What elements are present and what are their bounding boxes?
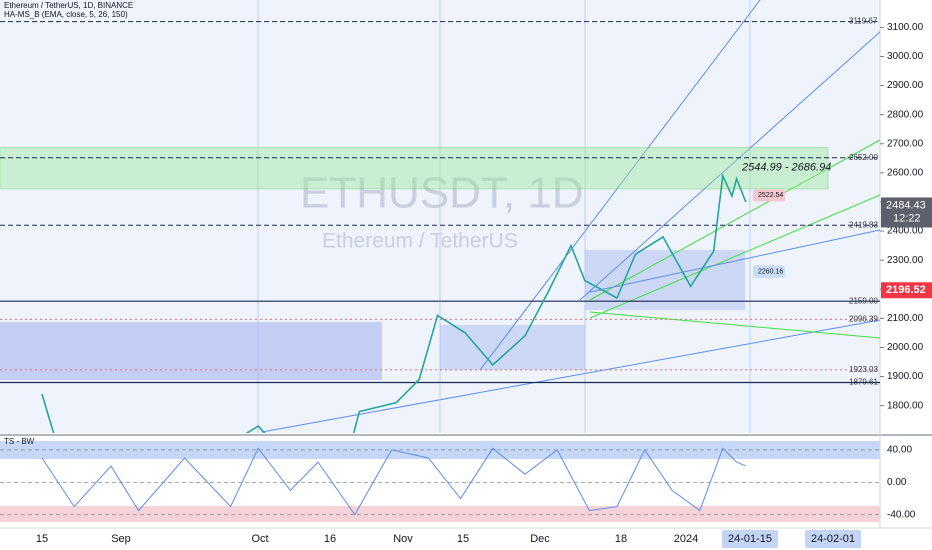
date-label: Oct [251, 533, 268, 545]
price-tick-label: 3000.00 [887, 51, 924, 62]
price-tag-label: 2522.54 [758, 192, 783, 199]
watermark-name: Ethereum / TetherUS [322, 230, 518, 253]
trendline [261, 319, 880, 433]
price-tick-label: 2600.00 [887, 167, 924, 178]
date-label: Sep [111, 533, 131, 545]
osc-line [41, 447, 746, 516]
price-tag-label: 2260.16 [758, 269, 783, 276]
oscillator [0, 447, 880, 516]
date-label: 15 [36, 533, 48, 545]
alert-price-box [881, 282, 932, 299]
date-label: 15 [457, 533, 469, 545]
trendline [589, 194, 880, 319]
price-tick-label: 2300.00 [887, 255, 924, 266]
osc-decor [0, 441, 880, 522]
indicator-title: HA-MS_B (EMA, close, 5, 26, 150) [4, 10, 128, 19]
oversold-band [0, 506, 880, 522]
range-box [585, 250, 745, 310]
level-label: 2096.39 [849, 315, 878, 324]
price-tick-label: 1800.00 [887, 400, 924, 411]
price-tag [753, 189, 785, 202]
trendline [589, 311, 880, 339]
price-tick-label: 1900.00 [887, 371, 924, 382]
date-label: Nov [393, 533, 413, 545]
level-label: 2652.00 [849, 153, 878, 162]
cursor-date-box [722, 530, 778, 548]
range-end-date: 24-02-01 [811, 533, 855, 545]
date-label: 16 [324, 533, 336, 545]
price-tick-label: 2100.00 [887, 313, 924, 324]
watermark-ticker: ETHUSDT, 1D [300, 169, 584, 218]
current-price-box [881, 197, 932, 228]
osc-tick-label: 40.00 [887, 445, 912, 456]
zone [0, 147, 829, 190]
countdown: 12:22 [893, 212, 921, 224]
zone-label: 2544.99 - 2686.94 [741, 161, 831, 173]
range-box [0, 322, 382, 380]
cursor-date: 24-01-15 [728, 533, 772, 545]
date-label: 18 [615, 533, 627, 545]
level-label: 1879.61 [849, 378, 878, 387]
level-label: 3119.67 [849, 17, 878, 26]
level-label: 2159.00 [849, 296, 878, 305]
price-line [41, 172, 747, 433]
osc-tick-label: 0.00 [887, 477, 907, 488]
range-end-box [805, 530, 861, 548]
current-price: 2484.43 [886, 199, 926, 211]
price-tick-label: 2800.00 [887, 109, 924, 120]
price-tick-label: 2900.00 [887, 80, 924, 91]
date-label: 2024 [674, 533, 698, 545]
symbol-title: Ethereum / TetherUS, 1D, BINANCE [4, 1, 133, 10]
oscillator-title: TS - BW [4, 437, 35, 446]
trendline [579, 31, 880, 301]
alert-price: 2196.52 [886, 284, 926, 296]
level-label: 2419.83 [849, 220, 878, 229]
price-tag [753, 265, 785, 278]
trendline [589, 139, 880, 301]
price-tick-label: 3100.00 [887, 22, 924, 33]
trendline [479, 0, 761, 371]
price-tick-label: 2400.00 [887, 226, 924, 237]
trendline [589, 229, 880, 293]
level-label: 1923.03 [849, 365, 878, 374]
time-axis: 15 Sep Oct 16 Nov 15 Dec 18 2024 24-01-1… [36, 530, 861, 548]
osc-tick-label: -40.00 [887, 509, 916, 520]
main-series [0, 21, 880, 433]
date-label: Dec [530, 533, 550, 545]
overbought-band [0, 441, 880, 459]
price-tick-label: 2000.00 [887, 342, 924, 353]
price-tick-label: 2700.00 [887, 138, 924, 149]
